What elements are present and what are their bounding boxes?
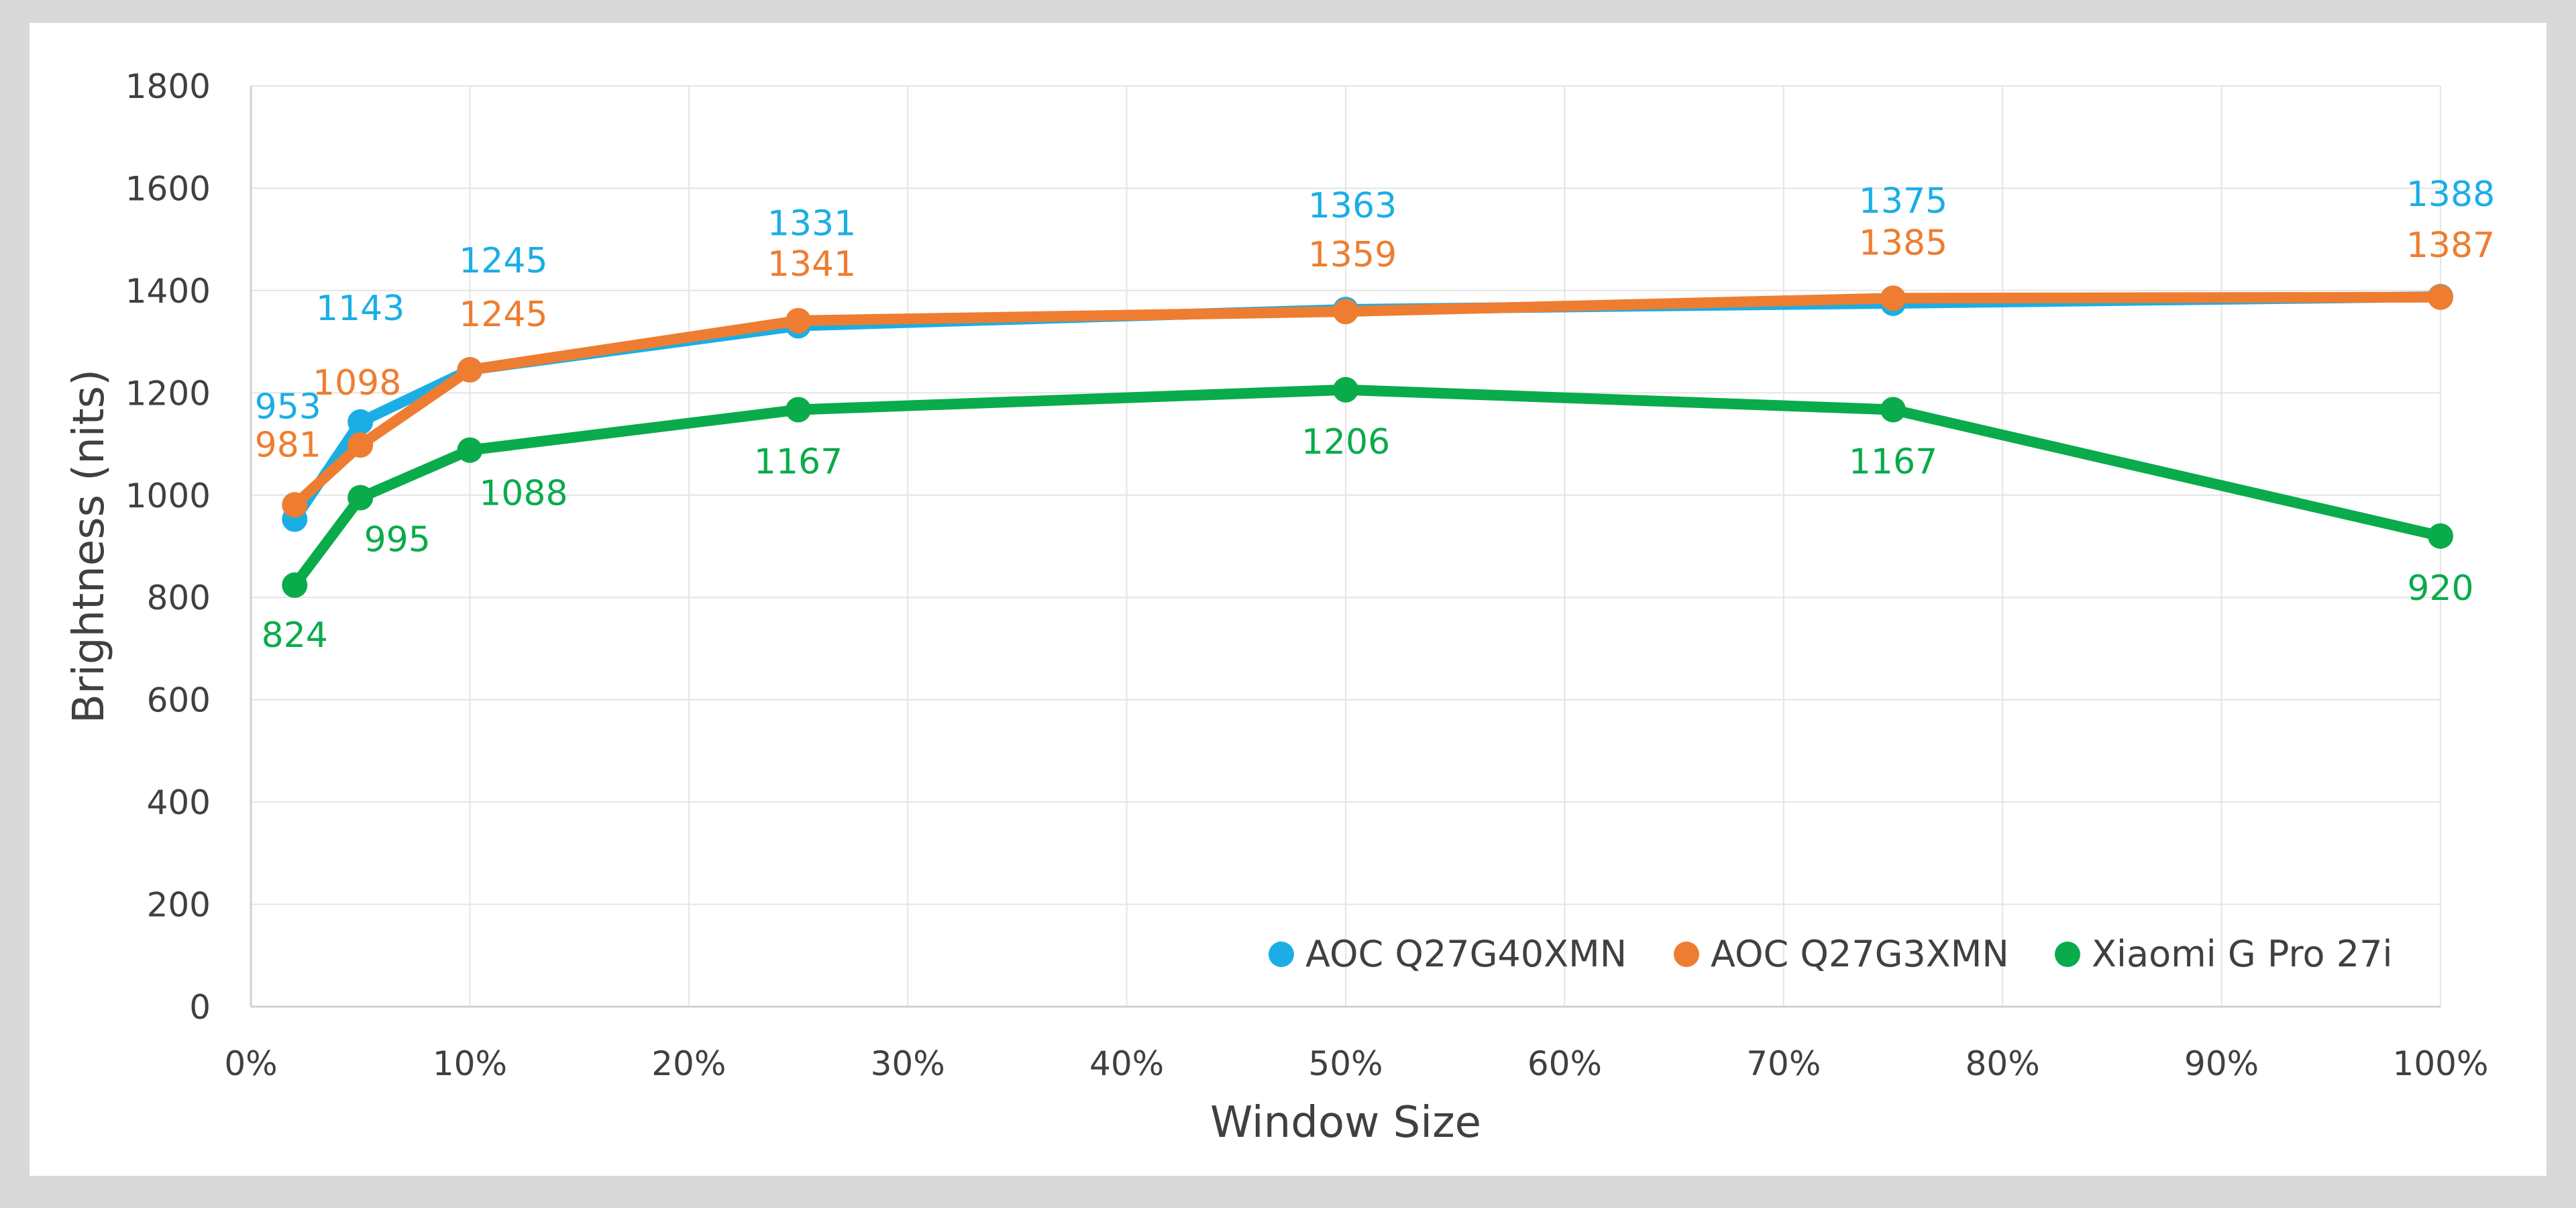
x-tick-label: 80% — [1966, 1044, 2040, 1083]
legend-label: Xiaomi G Pro 27i — [2092, 933, 2392, 975]
data-label: 1363 — [1308, 186, 1397, 226]
x-tick-label: 60% — [1527, 1044, 1602, 1083]
data-point — [457, 357, 483, 383]
data-label: 1206 — [1301, 422, 1390, 462]
series-line — [289, 384, 2446, 591]
series-aoc-q27g3xmn — [282, 284, 2453, 518]
data-point — [347, 485, 374, 511]
y-tick-label: 400 — [147, 783, 211, 822]
data-label: 1088 — [479, 474, 568, 514]
series-line — [289, 291, 2446, 511]
x-tick-label: 100% — [2393, 1044, 2489, 1083]
data-label: 995 — [364, 520, 431, 560]
y-tick-label: 1600 — [125, 169, 211, 208]
data-point — [282, 572, 308, 598]
data-label: 920 — [2407, 568, 2473, 609]
data-point — [786, 397, 811, 423]
x-tick-label: 50% — [1308, 1044, 1383, 1083]
x-tick-label: 70% — [1746, 1044, 1821, 1083]
data-label: 1098 — [313, 363, 401, 403]
series — [282, 284, 2453, 598]
x-tick-label: 10% — [433, 1044, 507, 1083]
x-tick-label: 0% — [224, 1044, 277, 1083]
x-tick-label: 40% — [1089, 1044, 1164, 1083]
data-point — [282, 492, 308, 518]
y-tick-label: 1400 — [125, 272, 211, 311]
y-tick-label: 200 — [147, 886, 211, 925]
data-label: 1341 — [767, 244, 856, 285]
data-point — [347, 432, 374, 458]
chart-card: 0 200 400 600 800 1000 1200 1400 1600 1800 0% 10% 20… — [30, 23, 2546, 1176]
data-labels: 953 1143 1245 1331 1363 1375 1388 981 1098 1245 13… — [255, 174, 2496, 656]
x-tick-label: 30% — [871, 1044, 945, 1083]
data-label: 1245 — [459, 295, 547, 335]
x-tick-label: 20% — [651, 1044, 726, 1083]
series-xiaomi-g-pro-27i — [282, 376, 2453, 598]
data-label: 1388 — [2406, 174, 2495, 215]
x-axis-title: Window Size — [1210, 1098, 1481, 1148]
data-label: 1375 — [1859, 181, 1947, 221]
data-label: 1167 — [754, 442, 843, 482]
y-tick-label: 1200 — [125, 374, 211, 413]
data-label: 1385 — [1859, 223, 1947, 263]
data-label: 1143 — [316, 289, 405, 329]
legend-label: AOC Q27G40XMN — [1305, 933, 1627, 975]
data-label: 1331 — [767, 203, 856, 244]
legend-swatch — [1269, 942, 1294, 967]
data-point — [1333, 376, 1358, 403]
x-tick-label: 90% — [2184, 1044, 2259, 1083]
legend-swatch — [2055, 942, 2080, 967]
legend-swatch — [1674, 942, 1699, 967]
data-point — [1333, 299, 1358, 325]
data-label: 981 — [255, 425, 321, 465]
data-point — [2428, 523, 2453, 549]
data-point — [457, 437, 483, 463]
axes: 0 200 400 600 800 1000 1200 1400 1600 1800 0% 10% 20… — [125, 67, 2489, 1083]
y-axis-title: Brightness (nits) — [64, 369, 114, 723]
y-tick-label: 1000 — [125, 476, 211, 515]
data-label: 824 — [262, 615, 328, 656]
data-label: 1245 — [459, 241, 547, 281]
data-point — [786, 307, 811, 334]
legend-item: Xiaomi G Pro 27i — [2055, 933, 2392, 975]
y-tick-label: 600 — [147, 681, 211, 720]
data-label: 1167 — [1849, 442, 1937, 482]
legend-label: AOC Q27G3XMN — [1711, 933, 2009, 975]
legend-item: AOC Q27G40XMN — [1269, 933, 1627, 975]
data-label: 1359 — [1308, 235, 1397, 275]
brightness-line-chart: 0 200 400 600 800 1000 1200 1400 1600 1800 0% 10% 20… — [64, 67, 2496, 1148]
y-tick-label: 0 — [189, 988, 211, 1027]
data-point — [1880, 397, 1906, 423]
data-point — [347, 409, 374, 435]
series-line — [289, 291, 2446, 525]
data-label: 1387 — [2406, 225, 2495, 266]
y-tick-label: 800 — [147, 578, 211, 617]
legend: AOC Q27G40XMN AOC Q27G3XMN Xiaomi G Pro 27… — [1269, 933, 2392, 975]
data-point — [1880, 285, 1906, 311]
legend-item: AOC Q27G3XMN — [1674, 933, 2009, 975]
data-point — [2428, 284, 2453, 310]
data-label: 953 — [255, 387, 321, 427]
y-tick-label: 1800 — [125, 67, 211, 106]
